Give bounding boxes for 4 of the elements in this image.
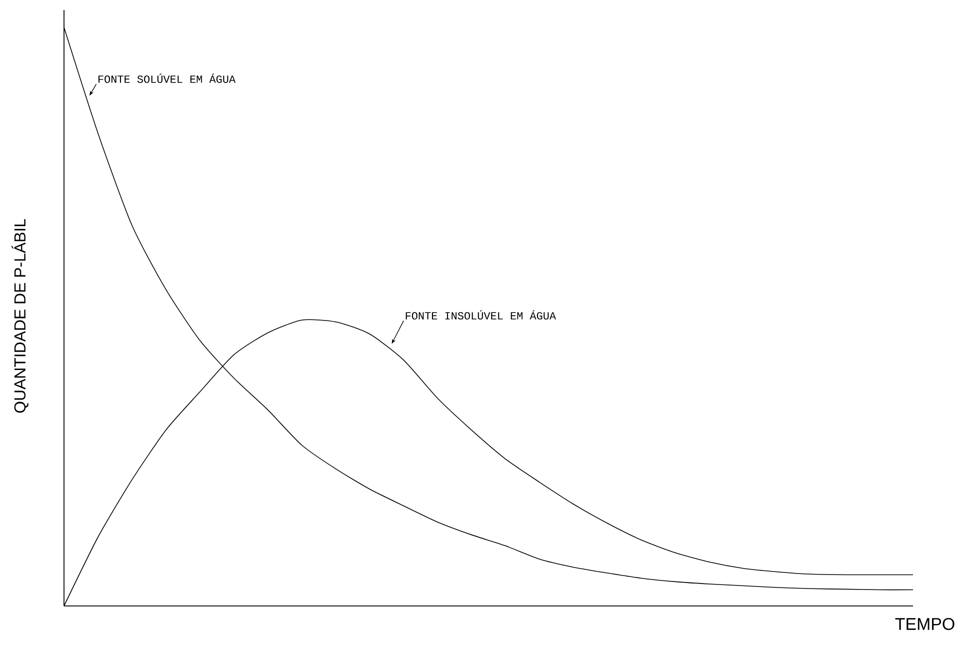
series-label: FONTE SOLÚVEL EM ÁGUA xyxy=(98,74,236,83)
x-axis-title: TEMPO xyxy=(895,618,954,630)
y-axis-title: QUANTIDADE DE P-LÁBIL xyxy=(12,219,28,413)
text: FONTE INSOLÚVEL EM ÁGUA xyxy=(406,310,556,320)
